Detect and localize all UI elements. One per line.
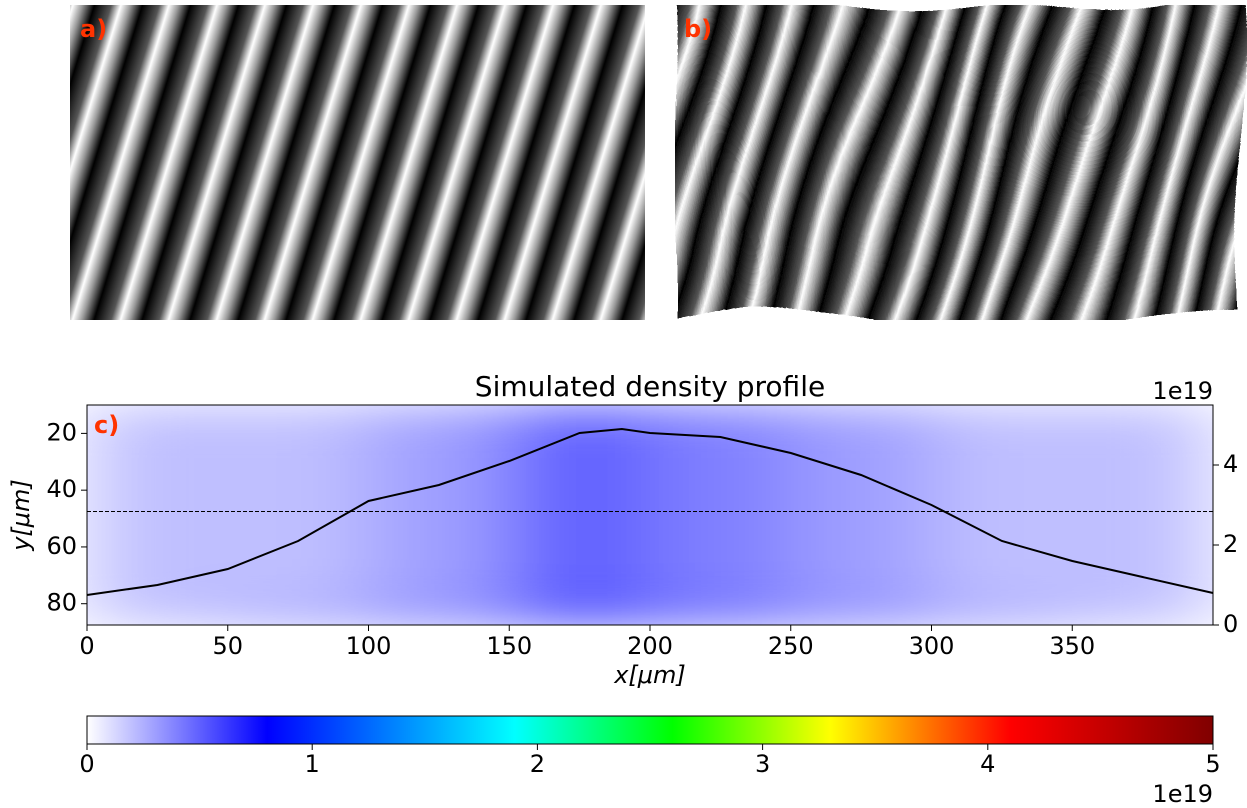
chart-title: Simulated density profile	[475, 370, 825, 403]
axis-offset-label: 1e19	[1152, 377, 1213, 405]
x-axis-label: x[μm]	[613, 661, 686, 689]
colorbar-tick-label: 3	[755, 750, 770, 778]
heatmap-cells	[87, 405, 1214, 626]
x-tick-label: 150	[486, 632, 532, 660]
panel-label: c)	[94, 411, 119, 439]
heat-cell	[228, 405, 369, 604]
interferogram-a	[70, 5, 645, 320]
x-tick-label: 200	[627, 632, 673, 660]
colorbar-tick-label: 2	[530, 750, 545, 778]
x-tick-label: 250	[768, 632, 814, 660]
figure: a) b) 05010015020025030035020406080024 S…	[0, 0, 1247, 808]
heat-cell	[1072, 405, 1213, 604]
heat-cell	[932, 405, 1073, 604]
y2-tick-label: 0	[1223, 610, 1238, 638]
heat-cell	[791, 405, 932, 604]
y-tick-label: 20	[46, 418, 77, 446]
x-tick-label: 50	[212, 632, 243, 660]
y-tick-label: 80	[46, 589, 77, 617]
x-tick-label: 300	[909, 632, 955, 660]
panel-label: a)	[80, 15, 107, 43]
y2-tick-label: 4	[1223, 450, 1238, 478]
y2-tick-label: 2	[1223, 530, 1238, 558]
colorbar-tick-label: 5	[1205, 750, 1220, 778]
panel-b: b)	[675, 5, 1247, 320]
colorbar-tick-label: 0	[79, 750, 94, 778]
colorbar-offset-label: 1e19	[1152, 780, 1213, 808]
y-axis-label: y[μm]	[7, 479, 35, 552]
x-tick-label: 0	[79, 632, 94, 660]
panel-label: b)	[684, 15, 712, 43]
colorbar-tick-label: 1	[305, 750, 320, 778]
heat-cell	[369, 405, 510, 604]
colorbar: 0 1 2 3 4 5	[79, 716, 1220, 778]
colorbar-scale	[87, 716, 1213, 744]
y-tick-label: 60	[46, 532, 77, 560]
interferogram-b	[675, 5, 1247, 320]
x-tick-label: 350	[1049, 632, 1095, 660]
panel-a: a)	[70, 5, 645, 320]
colorbar-tick-label: 4	[980, 750, 995, 778]
heatmap	[87, 405, 1214, 626]
x-tick-label: 100	[346, 632, 392, 660]
y-tick-label: 40	[46, 475, 77, 503]
heat-cell	[509, 405, 650, 604]
